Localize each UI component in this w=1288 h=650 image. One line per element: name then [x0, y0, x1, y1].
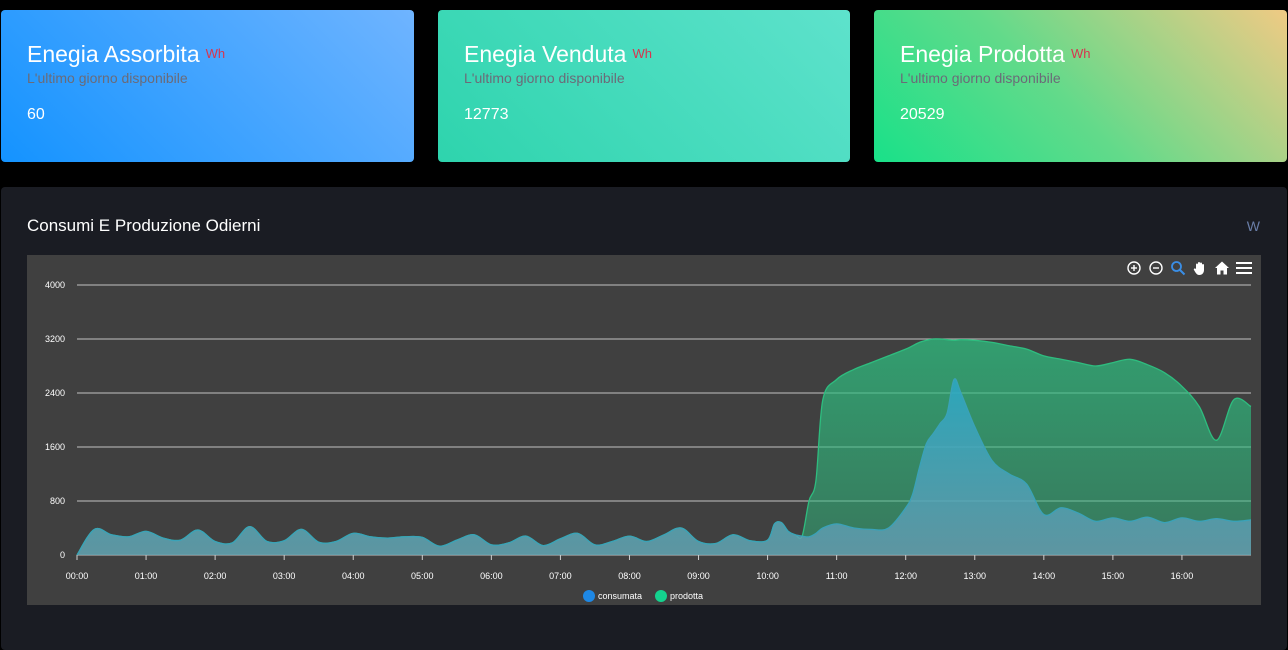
card-title: Enegia Assorbita Wh: [27, 41, 226, 67]
y-tick-label: 0: [60, 550, 65, 560]
card-energy-produced: Enegia Prodotta Wh L'ultimo giorno dispon…: [874, 10, 1287, 162]
legend-marker: [655, 590, 667, 602]
x-tick-label: 01:00: [135, 571, 158, 581]
x-tick-label: 10:00: [756, 571, 779, 581]
chart-toolbar: [1125, 259, 1253, 277]
y-tick-label: 3200: [45, 334, 65, 344]
x-tick-label: 06:00: [480, 571, 503, 581]
home-icon[interactable]: [1213, 259, 1231, 277]
card-value: 12773: [464, 106, 509, 123]
y-tick-label: 4000: [45, 280, 65, 290]
zoom-in-icon[interactable]: [1125, 259, 1143, 277]
series-line-consumata: [76, 378, 1252, 556]
card-subtitle: L'ultimo giorno disponibile: [464, 70, 625, 86]
chart-panel: Consumi E Produzione Odierni W 4000 3200 2…: [1, 187, 1287, 650]
legend-marker: [583, 590, 595, 602]
card-title: Enegia Prodotta Wh: [900, 41, 1091, 67]
card-energy-absorbed: Enegia Assorbita Wh L'ultimo giorno dispo…: [1, 10, 414, 162]
x-tick-label: 11:00: [826, 571, 848, 581]
y-tick-label: 1600: [45, 442, 65, 452]
x-tick-label: 03:00: [273, 571, 296, 581]
y-tick-label: 2400: [45, 388, 65, 398]
x-tick-label: 09:00: [687, 571, 710, 581]
x-tick-label: 02:00: [204, 571, 227, 581]
area-chart[interactable]: 4000 3200 2400 1600 800 0 00:00 01:00 02:00 03:00…: [27, 255, 1261, 605]
pan-icon[interactable]: [1191, 259, 1209, 277]
legend-label[interactable]: consumata: [598, 591, 642, 601]
card-unit: Wh: [205, 46, 226, 61]
card-value: 60: [27, 106, 45, 123]
card-value: 20529: [900, 106, 945, 123]
card-subtitle: L'ultimo giorno disponibile: [900, 70, 1061, 86]
chart-area[interactable]: 4000 3200 2400 1600 800 0 00:00 01:00 02:00 03:00…: [27, 255, 1261, 605]
card-title: Enegia Venduta Wh: [464, 41, 652, 67]
panel-unit: W: [1246, 218, 1260, 234]
x-tick-label: 12:00: [894, 571, 917, 581]
legend-label[interactable]: prodotta: [670, 591, 703, 601]
x-tick-label: 16:00: [1171, 571, 1194, 581]
x-tick-label: 00:00: [66, 571, 89, 581]
y-tick-label: 800: [50, 496, 65, 506]
card-energy-sold: Enegia Venduta Wh L'ultimo giorno disponi…: [438, 10, 850, 162]
zoom-out-icon[interactable]: [1147, 259, 1165, 277]
x-tick-label: 13:00: [963, 571, 986, 581]
x-tick-label: 04:00: [342, 571, 365, 581]
series-area-consumata: [77, 378, 1251, 555]
x-tick-label: 05:00: [411, 571, 434, 581]
selection-zoom-icon[interactable]: [1169, 259, 1187, 277]
menu-icon[interactable]: [1235, 259, 1253, 277]
x-tick-label: 14:00: [1033, 571, 1056, 581]
card-unit: Wh: [1070, 46, 1091, 61]
panel-title: Consumi E Produzione Odierni: [27, 216, 261, 235]
card-unit: Wh: [632, 46, 652, 61]
card-subtitle: L'ultimo giorno disponibile: [27, 70, 188, 86]
x-tick-label: 08:00: [618, 571, 641, 581]
x-tick-label: 07:00: [549, 571, 572, 581]
x-tick-label: 15:00: [1102, 571, 1125, 581]
